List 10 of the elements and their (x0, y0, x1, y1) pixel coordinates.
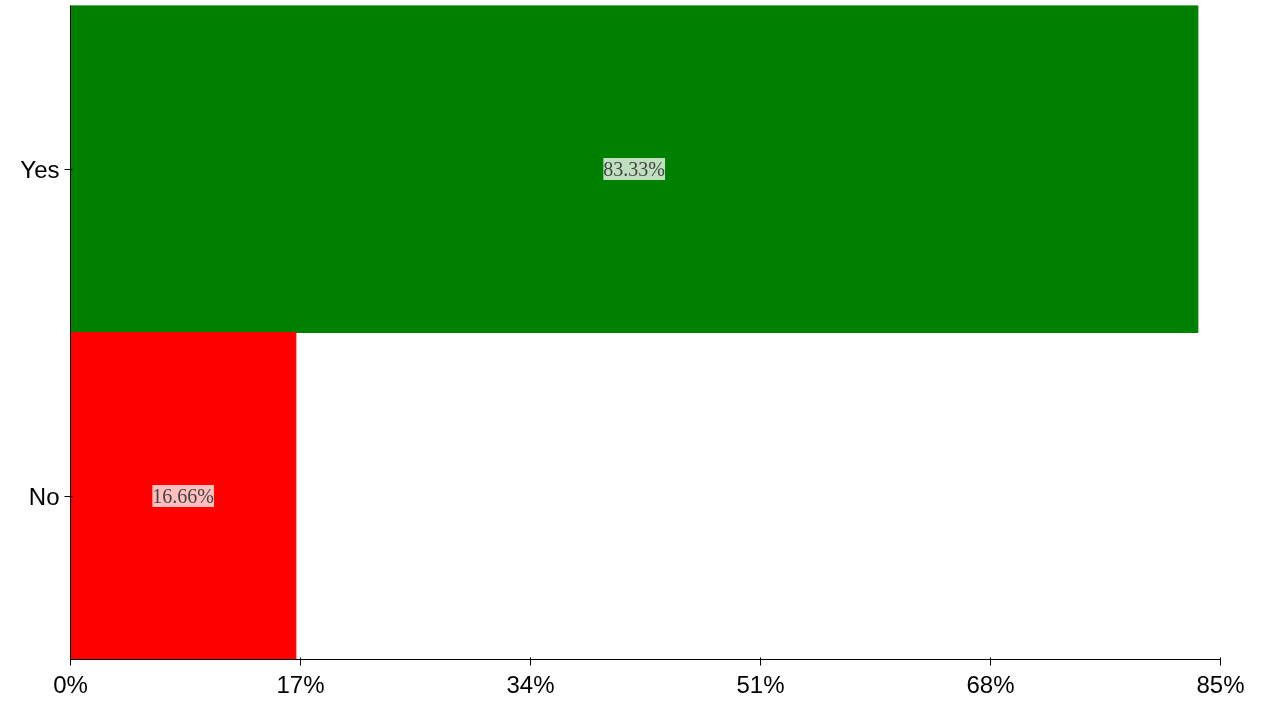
x-tick-label: 68% (966, 670, 1015, 698)
data-label: 83.33% (603, 158, 666, 180)
x-tick-label: 17% (276, 670, 325, 698)
data-label: 16.66% (152, 485, 215, 507)
x-tick-label: 85% (1196, 670, 1245, 698)
x-tick-label: 34% (506, 670, 555, 698)
x-tick-label: 0% (53, 670, 88, 698)
x-tick-label: 51% (736, 670, 785, 698)
y-tick-label: No (28, 482, 60, 510)
y-tick-label: Yes (20, 155, 60, 183)
